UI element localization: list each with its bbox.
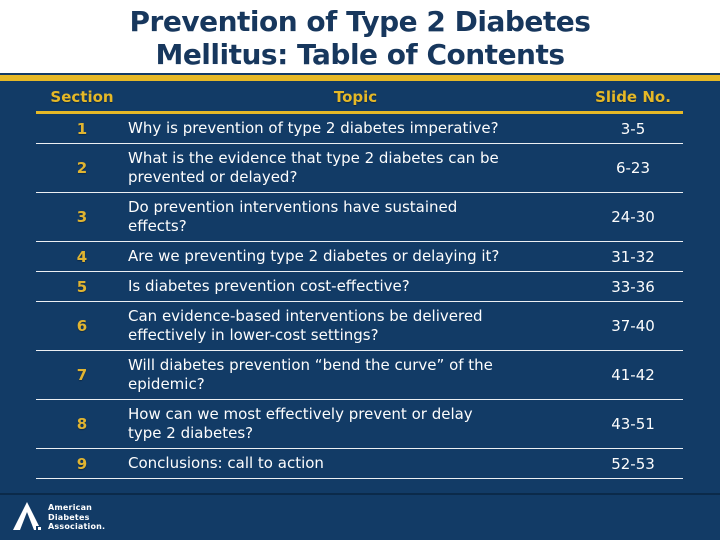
topic-text: Are we preventing type 2 diabetes or del… xyxy=(128,247,500,265)
topic-text: What is the evidence that type 2 diabete… xyxy=(128,149,499,186)
slide-range: 52-53 xyxy=(611,454,655,473)
table-of-contents: Section Topic Slide No. 1 Why is prevent… xyxy=(36,85,683,479)
ada-triangle-icon xyxy=(13,502,41,530)
section-number: 9 xyxy=(76,454,88,473)
section-number: 7 xyxy=(76,366,88,384)
section-number: 8 xyxy=(76,415,88,433)
slide-range: 24-30 xyxy=(611,208,655,226)
column-header-slide-no: Slide No. xyxy=(595,88,671,106)
column-header-section: Section xyxy=(50,88,114,106)
slide-range: 31-32 xyxy=(611,247,655,266)
section-number: 4 xyxy=(76,247,88,266)
section-number: 3 xyxy=(76,208,88,226)
slide-title-area: Prevention of Type 2 Diabetes Mellitus: … xyxy=(0,0,720,73)
topic-text: Do prevention interventions have sustain… xyxy=(128,198,458,235)
section-number: 2 xyxy=(76,159,88,177)
table-row: 5 Is diabetes prevention cost-effective?… xyxy=(36,272,683,302)
title-divider-rule xyxy=(0,73,720,81)
topic-text: Will diabetes prevention “bend the curve… xyxy=(128,356,493,393)
slide-footer: American Diabetes Association. xyxy=(0,493,720,540)
ada-logo: American Diabetes Association. xyxy=(12,501,105,532)
ada-logo-line2: Diabetes xyxy=(48,512,90,522)
table-row: 9 Conclusions: call to action 52-53 xyxy=(36,449,683,479)
page-title-line1: Prevention of Type 2 Diabetes xyxy=(129,5,591,38)
slide-range: 43-51 xyxy=(611,415,655,433)
section-number: 5 xyxy=(76,277,88,296)
section-number: 1 xyxy=(76,119,88,138)
column-header-topic: Topic xyxy=(333,88,378,106)
topic-text: Can evidence-based interventions be deli… xyxy=(128,307,483,344)
ada-logo-line3: Association. xyxy=(48,522,106,531)
slide-range: 33-36 xyxy=(611,277,655,296)
slide-range: 3-5 xyxy=(620,119,646,138)
table-header-row: Section Topic Slide No. xyxy=(36,85,683,114)
topic-text: Why is prevention of type 2 diabetes imp… xyxy=(128,119,499,137)
table-row: 1 Why is prevention of type 2 diabetes i… xyxy=(36,114,683,144)
topic-text: Conclusions: call to action xyxy=(128,454,324,472)
topic-text: Is diabetes prevention cost-effective? xyxy=(128,277,410,295)
slide-range: 6-23 xyxy=(615,159,651,177)
table-row: 6 Can evidence-based interventions be de… xyxy=(36,302,683,351)
slide-range: 37-40 xyxy=(611,317,655,335)
section-number: 6 xyxy=(76,317,88,335)
table-row: 3 Do prevention interventions have susta… xyxy=(36,193,683,242)
table-row: 4 Are we preventing type 2 diabetes or d… xyxy=(36,242,683,272)
ada-logo-line1: American xyxy=(48,503,93,512)
ada-logo-text: American Diabetes Association. xyxy=(48,501,105,532)
table-row: 2 What is the evidence that type 2 diabe… xyxy=(36,144,683,193)
table-row: 8 How can we most effectively prevent or… xyxy=(36,400,683,449)
page-title-line2: Mellitus: Table of Contents xyxy=(155,38,565,71)
topic-text: How can we most effectively prevent or d… xyxy=(128,405,473,442)
table-row: 7 Will diabetes prevention “bend the cur… xyxy=(36,351,683,400)
slide-range: 41-42 xyxy=(611,366,655,384)
